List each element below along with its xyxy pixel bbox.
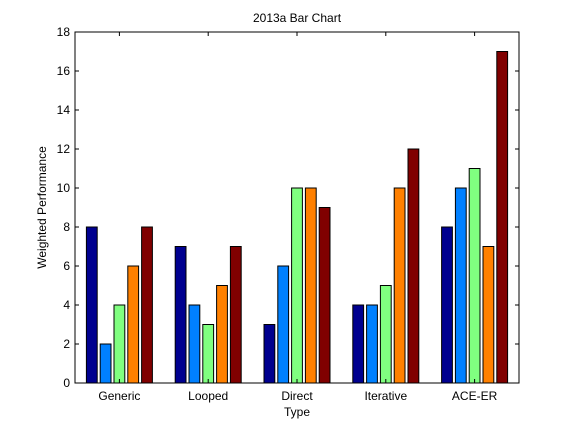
bar-iterative-series-3	[379, 285, 392, 384]
x-tick-label: Iterative	[364, 389, 407, 403]
y-tick-label: 18	[57, 25, 71, 39]
bar-generic-series-1	[85, 226, 98, 384]
chart-title: 2013a Bar Chart	[253, 11, 342, 25]
y-tick-label: 2	[63, 337, 70, 351]
y-axis: 0 2 4 6 8 10 12 14 16 18	[57, 25, 519, 390]
bar-looped-series-4	[216, 285, 228, 384]
bar-generic-series-4	[127, 265, 140, 384]
y-tick-label: 16	[57, 64, 71, 78]
bar-ace-er-series-1	[441, 226, 453, 384]
y-tick-label: 14	[57, 103, 71, 117]
bar-looped-series-5	[229, 246, 242, 384]
bars-group	[85, 51, 509, 384]
x-tick-label: ACE-ER	[452, 389, 498, 403]
bar-iterative-series-5	[407, 148, 420, 384]
x-axis: Generic Looped Direct Iterative ACE-ER	[98, 32, 498, 403]
y-tick-label: 8	[63, 220, 70, 234]
x-tick-label: Generic	[98, 389, 140, 403]
bar-ace-er-series-3	[468, 168, 481, 384]
bar-ace-er-series-5	[496, 51, 509, 384]
bar-direct-series-2	[277, 265, 290, 384]
bar-ace-er-series-4	[482, 246, 495, 384]
bar-direct-series-3	[291, 187, 303, 384]
bar-generic-series-5	[141, 226, 153, 384]
bar-direct-series-1	[263, 324, 276, 384]
y-tick-label: 12	[57, 142, 71, 156]
bar-generic-series-2	[99, 343, 112, 384]
y-tick-label: 10	[57, 181, 71, 195]
y-axis-label: Weighted Performance	[35, 146, 49, 269]
y-tick-label: 6	[63, 259, 70, 273]
x-tick-label: Looped	[188, 389, 228, 403]
bar-generic-series-3	[113, 304, 126, 384]
x-axis-label: Type	[284, 405, 310, 419]
x-tick-label: Direct	[281, 389, 313, 403]
bar-direct-series-5	[318, 207, 331, 384]
bar-ace-er-series-2	[454, 187, 467, 384]
bar-direct-series-4	[304, 187, 317, 384]
bar-looped-series-2	[188, 304, 201, 384]
bar-iterative-series-1	[352, 304, 365, 384]
bar-looped-series-1	[174, 246, 187, 384]
y-tick-label: 4	[63, 298, 70, 312]
bar-iterative-series-4	[393, 187, 406, 384]
bar-iterative-series-2	[366, 304, 378, 384]
y-tick-label: 0	[63, 376, 70, 390]
bar-looped-series-3	[202, 324, 215, 384]
